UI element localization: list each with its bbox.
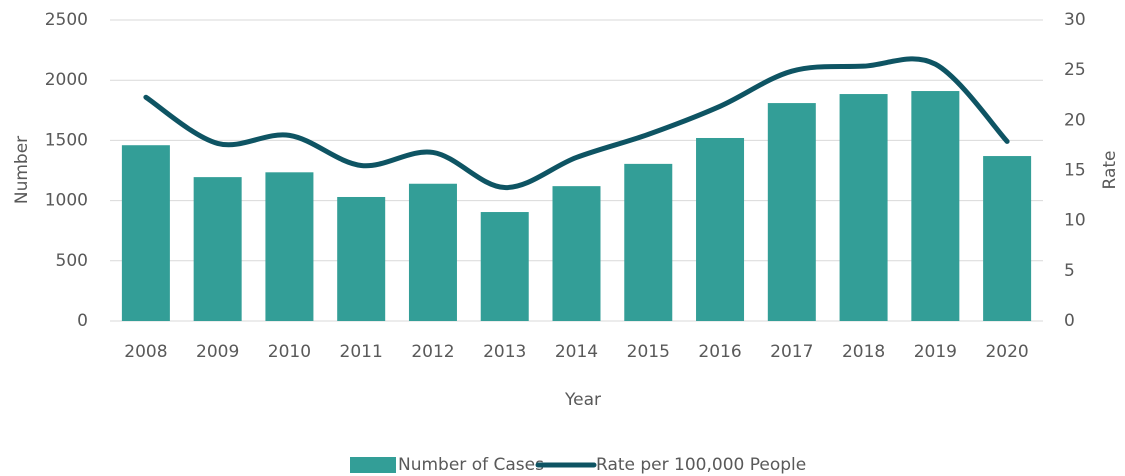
bar	[839, 94, 888, 322]
y-tick-label: 1500	[45, 130, 88, 150]
legend-label: Number of Cases	[398, 455, 544, 475]
bar	[265, 172, 314, 321]
bar	[696, 137, 745, 321]
y-tick-label: 2000	[45, 70, 88, 90]
x-tick-label: 2016	[698, 342, 741, 362]
x-axis-title: Year	[564, 390, 601, 410]
legend-swatch	[350, 457, 396, 473]
y2-tick-label: 20	[1064, 110, 1086, 130]
bar	[552, 186, 601, 321]
x-tick-label: 2018	[842, 342, 885, 362]
y2-tick-label: 10	[1064, 211, 1086, 231]
y2-tick-label: 15	[1064, 161, 1086, 181]
x-tick-label: 2013	[483, 342, 526, 362]
y-tick-label: 0	[77, 311, 88, 331]
bar	[480, 212, 529, 321]
line	[143, 56, 1010, 191]
y2-tick-label: 30	[1064, 10, 1086, 30]
x-tick-label: 2008	[124, 342, 167, 362]
bar	[983, 156, 1032, 321]
y-tick-label: 500	[56, 251, 88, 271]
x-tick-label: 2012	[411, 342, 454, 362]
y2-axis-title: Rate	[1100, 151, 1120, 190]
x-tick-label: 2011	[340, 342, 383, 362]
y2-tick-label: 5	[1064, 261, 1075, 281]
bar	[767, 103, 816, 322]
bar	[193, 177, 242, 321]
x-tick-label: 2017	[770, 342, 813, 362]
bar	[121, 145, 170, 321]
bar	[624, 163, 673, 321]
y2-tick-label: 25	[1064, 60, 1086, 80]
y-axis-title: Number	[12, 136, 32, 204]
y-tick-label: 2500	[45, 10, 88, 30]
x-tick-label: 2015	[627, 342, 670, 362]
bar	[911, 91, 960, 321]
x-tick-label: 2009	[196, 342, 239, 362]
y-tick-label: 1000	[45, 191, 88, 211]
x-tick-label: 2019	[914, 342, 957, 362]
bar	[408, 183, 457, 321]
bar	[337, 196, 386, 321]
y2-tick-label: 0	[1064, 311, 1075, 331]
x-tick-label: 2010	[268, 342, 311, 362]
x-tick-label: 2020	[985, 342, 1028, 362]
legend-label: Rate per 100,000 People	[596, 455, 806, 475]
x-tick-label: 2014	[555, 342, 598, 362]
